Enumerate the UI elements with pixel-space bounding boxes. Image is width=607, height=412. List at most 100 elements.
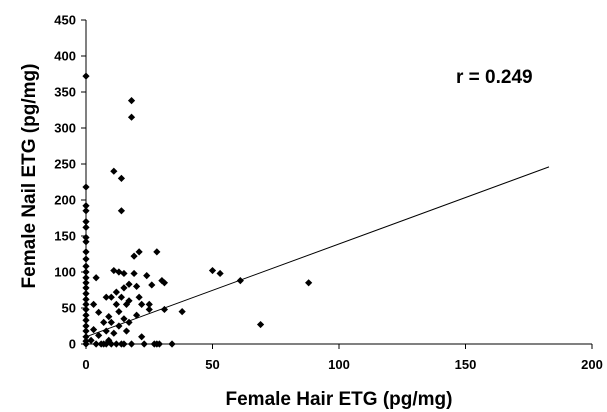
data-point <box>107 340 115 348</box>
y-tick-label: 200 <box>54 193 76 208</box>
data-point <box>145 300 153 308</box>
data-point <box>82 284 90 292</box>
data-point <box>82 255 90 263</box>
data-point <box>153 248 161 256</box>
data-point <box>155 340 163 348</box>
data-point <box>138 300 146 308</box>
data-point <box>92 274 100 282</box>
data-point <box>256 320 265 329</box>
data-point <box>87 336 95 344</box>
data-point <box>120 340 128 348</box>
y-tick-label: 300 <box>54 121 76 136</box>
data-point <box>82 218 90 226</box>
data-point <box>125 318 133 326</box>
data-point <box>89 300 98 308</box>
data-point <box>112 288 120 296</box>
data-point <box>82 233 90 242</box>
x-tick-label: 200 <box>581 357 603 372</box>
data-point <box>102 293 110 301</box>
data-point <box>82 262 90 270</box>
y-axis-ticks: 0 50 100 150 200 250 300 350 400 450 <box>54 13 86 352</box>
data-point <box>82 311 90 319</box>
data-point <box>120 284 128 292</box>
data-point <box>117 293 126 301</box>
data-point <box>135 248 143 256</box>
data-point <box>105 336 113 344</box>
data-point <box>82 316 90 324</box>
data-point <box>135 293 143 301</box>
data-point <box>115 308 123 316</box>
data-point <box>120 315 128 323</box>
data-point <box>105 313 113 321</box>
data-point <box>138 333 146 341</box>
data-point <box>82 183 90 191</box>
data-point <box>112 340 120 348</box>
x-tick-label: 100 <box>328 357 350 372</box>
data-point <box>82 248 90 256</box>
data-point <box>160 305 169 314</box>
y-tick-label: 0 <box>69 337 76 352</box>
y-axis-title: Female Nail ETG (pg/mg) <box>19 64 40 289</box>
y-tick-label: 400 <box>54 49 76 64</box>
data-point <box>208 266 217 275</box>
y-tick-label: 100 <box>54 265 76 280</box>
data-point <box>82 295 90 303</box>
data-point <box>115 268 123 276</box>
data-point <box>133 311 141 319</box>
data-point <box>117 174 126 182</box>
data-point <box>145 305 153 314</box>
x-axis-ticks: 0 50 100 150 200 <box>82 344 603 372</box>
data-point <box>216 269 224 278</box>
data-point <box>82 322 90 330</box>
data-point <box>168 340 176 348</box>
data-point <box>107 293 115 301</box>
y-tick-label: 50 <box>62 301 76 316</box>
data-point <box>122 327 131 335</box>
data-point <box>120 269 128 278</box>
data-point <box>95 308 103 316</box>
data-point <box>82 300 90 308</box>
data-point <box>95 331 103 339</box>
data-point <box>82 279 90 287</box>
data-point <box>102 327 110 335</box>
data-point <box>160 279 169 287</box>
data-point <box>133 282 141 290</box>
data-point <box>148 281 156 289</box>
x-tick-label: 0 <box>82 357 89 372</box>
y-tick-label: 350 <box>54 85 76 100</box>
data-point <box>107 318 115 326</box>
data-point <box>140 340 148 348</box>
data-point <box>143 272 151 280</box>
data-point <box>82 207 90 215</box>
x-axis-title: Female Hair ETG (pg/mg) <box>226 389 453 410</box>
data-point <box>82 274 90 282</box>
data-point <box>110 266 118 275</box>
data-point <box>130 252 138 260</box>
data-point <box>127 113 136 121</box>
data-point <box>117 207 126 215</box>
y-tick-label: 250 <box>54 157 76 172</box>
data-point <box>125 280 133 288</box>
data-point <box>82 202 90 210</box>
y-tick-label: 150 <box>54 229 76 244</box>
data-point <box>82 290 90 298</box>
data-point <box>82 333 90 341</box>
data-point <box>92 340 100 348</box>
data-point <box>110 167 118 175</box>
data-point <box>125 297 133 305</box>
data-point <box>127 97 136 105</box>
data-point <box>82 238 90 246</box>
x-tick-label: 150 <box>455 357 477 372</box>
data-point <box>82 223 90 231</box>
data-point <box>178 308 186 316</box>
data-point <box>130 269 138 278</box>
data-point <box>82 327 90 335</box>
correlation-annotation: r = 0.249 <box>456 67 533 88</box>
data-point <box>100 318 108 326</box>
data-point <box>89 326 98 334</box>
data-point <box>305 279 313 287</box>
data-point <box>236 277 244 285</box>
data-point <box>112 300 120 308</box>
data-point <box>115 322 123 330</box>
